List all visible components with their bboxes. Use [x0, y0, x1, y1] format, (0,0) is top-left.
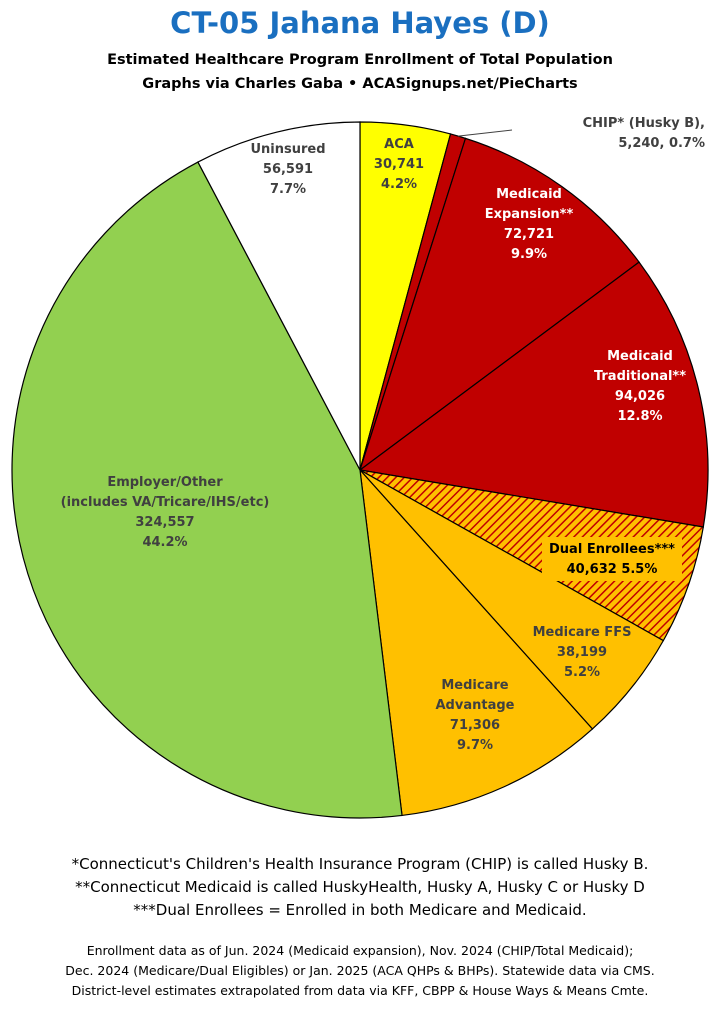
slice-label-line: Advantage	[436, 698, 515, 713]
pie-slice	[11, 161, 403, 819]
slice-label-line: 72,721	[504, 227, 554, 242]
pie-chart: ACA 30,741 4.2% CHIP* (Husky B), 5,240, 0.7%…	[11, 116, 709, 819]
slice-label-line: (includes VA/Tricare/IHS/etc)	[61, 495, 270, 510]
slice-label-line: Employer/Other	[107, 475, 223, 490]
slice-label: Medicare FFS 38,199 5.2%	[533, 625, 632, 680]
slice-label: CHIP* (Husky B), 5,240, 0.7%	[583, 116, 705, 151]
slice-label-line: 71,306	[450, 718, 500, 733]
slice-label-line: Medicaid	[607, 349, 673, 364]
slice-label-line: 38,199	[557, 645, 607, 660]
slice-label-line: Uninsured	[250, 142, 325, 157]
slice-label-line: 324,557	[135, 515, 194, 530]
slice-label: Dual Enrollees*** 40,632 5.5%	[549, 542, 675, 577]
slice-label-line: 5,240, 0.7%	[618, 136, 705, 151]
slice-label-line: Traditional**	[594, 369, 686, 384]
chart-subtitle: Estimated Healthcare Program Enrollment …	[107, 52, 613, 68]
slice-label-line: 9.7%	[457, 738, 493, 753]
slice-label: Medicaid Expansion** 72,721 9.9%	[485, 187, 574, 262]
slice-label-line: 12.8%	[617, 409, 662, 424]
source-note-1: Enrollment data as of Jun. 2024 (Medicai…	[86, 943, 634, 958]
slice-label-line: 94,026	[615, 389, 665, 404]
slice-label-line: Expansion**	[485, 207, 574, 222]
slice-label-line: 4.2%	[381, 177, 417, 192]
slice-label-line: 9.9%	[511, 247, 547, 262]
source-note-2: Dec. 2024 (Medicare/Dual Eligibles) or J…	[65, 963, 655, 978]
slice-label-line: 44.2%	[142, 535, 187, 550]
slice-label-line: CHIP* (Husky B),	[583, 116, 705, 131]
slice-label: Medicare Advantage 71,306 9.7%	[436, 678, 515, 753]
slice-label: ACA 30,741 4.2%	[374, 137, 424, 192]
slice-label-line: Dual Enrollees***	[549, 542, 675, 557]
slice-label: Medicaid Traditional** 94,026 12.8%	[594, 349, 686, 424]
slice-label-line: ACA	[384, 137, 414, 152]
source-note-3: District-level estimates extrapolated fr…	[71, 983, 649, 998]
slice-label: Uninsured 56,591 7.7%	[250, 142, 325, 197]
chart-title: CT-05 Jahana Hayes (D)	[170, 6, 550, 40]
leader-line	[457, 129, 513, 137]
footnote-medicaid: **Connecticut Medicaid is called HuskyHe…	[75, 878, 645, 896]
pie-slice	[358, 261, 709, 528]
chart-credit: Graphs via Charles Gaba • ACASignups.net…	[142, 76, 578, 92]
footnote-dual: ***Dual Enrollees = Enrolled in both Med…	[133, 901, 587, 919]
pie-slice	[358, 137, 640, 472]
pie-slice	[197, 121, 361, 471]
slice-label-line: Medicare	[441, 678, 508, 693]
pie-slice	[359, 468, 594, 817]
slice-label: Employer/Other (includes VA/Tricare/IHS/e…	[61, 475, 270, 550]
slice-label-line: 5.2%	[564, 665, 600, 680]
slice-label-line: 7.7%	[270, 182, 306, 197]
slice-label-background	[542, 537, 682, 581]
slice-label-line: Medicare FFS	[533, 625, 632, 640]
slice-label-line: 30,741	[374, 157, 424, 172]
slice-label-line: 40,632 5.5%	[567, 562, 658, 577]
slice-label-line: Medicaid	[496, 187, 562, 202]
slice-label-line: 56,591	[263, 162, 313, 177]
footnote-chip: *Connecticut's Children's Health Insuran…	[71, 855, 649, 873]
